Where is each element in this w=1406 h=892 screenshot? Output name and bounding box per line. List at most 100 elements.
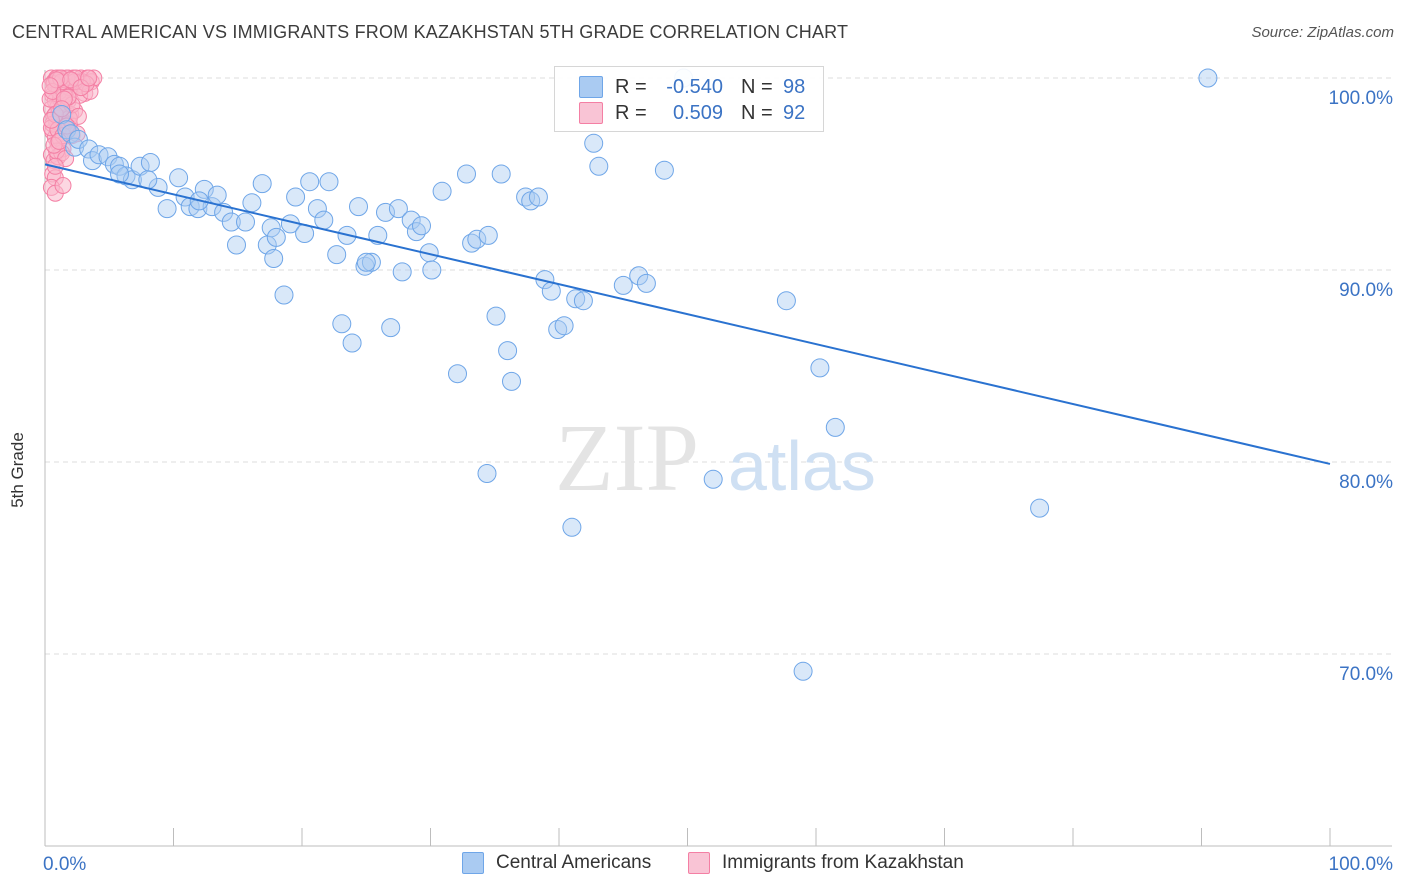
data-point-central-americans <box>432 181 452 201</box>
series-kazakhstan <box>41 69 103 202</box>
data-point-central-americans <box>1198 68 1218 88</box>
stats-legend: R = -0.540 N = 98 R = 0.509 N = 92 <box>554 66 824 132</box>
watermark-zip: ZIP <box>555 404 699 511</box>
data-point-central-americans <box>793 661 813 681</box>
data-point-central-americans <box>636 273 656 293</box>
data-point-central-americans <box>327 245 347 265</box>
legend-item-central-americans[interactable]: Central Americans <box>462 852 651 874</box>
data-point-central-americans <box>356 252 376 272</box>
legend-r-label: R = <box>615 75 647 98</box>
data-point-central-americans <box>266 227 286 247</box>
y-tick-label: 100.0% <box>1329 88 1394 109</box>
legend-n-label: N = <box>741 75 773 98</box>
data-point-central-americans <box>703 469 723 489</box>
legend-swatch-pink <box>579 102 603 124</box>
data-point-central-americans <box>548 320 568 339</box>
data-point-central-americans <box>584 133 604 153</box>
data-point-central-americans <box>467 229 487 249</box>
data-point-central-americans <box>319 172 339 192</box>
data-point-central-americans <box>478 225 498 245</box>
data-point-kazakhstan <box>42 111 60 129</box>
legend-n-value: 92 <box>783 101 806 124</box>
legend-swatch-blue <box>462 852 484 874</box>
data-point-central-americans <box>422 260 442 280</box>
data-point-central-americans <box>261 218 281 238</box>
data-point-central-americans <box>448 364 467 384</box>
y-tick-label: 70.0% <box>1339 664 1393 685</box>
chart-title: CENTRAL AMERICAN VS IMMIGRANTS FROM KAZA… <box>12 22 849 42</box>
legend-row-central-americans: R = -0.540 N = 98 <box>579 74 805 100</box>
legend-item-kazakhstan[interactable]: Immigrants from Kazakhstan <box>688 852 964 874</box>
x-tick-label: 100.0% <box>1329 854 1394 875</box>
data-point-central-americans <box>562 517 582 537</box>
data-point-central-americans <box>392 262 412 282</box>
legend-row-kazakhstan: R = 0.509 N = 92 <box>579 100 805 126</box>
watermark: ZIP atlas <box>555 404 876 511</box>
legend-r-label: R = <box>615 101 647 124</box>
legend-item-label: Central Americans <box>496 852 652 873</box>
x-tick-label: 0.0% <box>43 854 86 875</box>
data-point-central-americans <box>589 156 609 176</box>
data-point-central-americans <box>629 266 649 286</box>
data-point-central-americans <box>169 168 189 188</box>
data-point-central-americans <box>110 164 129 184</box>
data-point-central-americans <box>566 289 586 309</box>
legend-swatch-pink <box>688 852 710 874</box>
data-point-central-americans <box>1030 498 1050 518</box>
data-point-central-americans <box>491 164 511 184</box>
data-point-central-americans <box>412 216 431 236</box>
legend-r-value: -0.540 <box>666 75 723 98</box>
data-point-kazakhstan <box>41 77 59 95</box>
data-point-central-americans <box>52 105 72 124</box>
data-point-central-americans <box>236 212 255 232</box>
data-point-central-americans <box>776 291 796 311</box>
data-point-central-americans <box>207 185 227 205</box>
data-point-central-americans <box>68 129 88 149</box>
data-point-central-americans <box>573 291 593 311</box>
data-point-central-americans <box>654 160 674 180</box>
data-point-central-americans <box>457 164 476 184</box>
legend-swatch-blue <box>579 76 603 98</box>
data-point-central-americans <box>406 222 426 242</box>
data-point-central-americans <box>613 275 633 295</box>
data-point-central-americans <box>314 210 334 230</box>
data-point-central-americans <box>462 233 482 253</box>
legend-n-value: 98 <box>783 75 806 98</box>
data-point-central-americans <box>401 210 421 230</box>
data-point-central-americans <box>110 156 129 176</box>
data-point-central-americans <box>361 252 381 272</box>
data-point-central-americans <box>252 174 272 194</box>
series-legend: Central Americans Immigrants from Kazakh… <box>0 852 1406 878</box>
data-point-central-americans <box>194 179 214 199</box>
data-point-central-americans <box>498 341 518 361</box>
data-point-central-americans <box>79 139 99 159</box>
axes <box>44 70 1392 847</box>
data-point-kazakhstan <box>53 100 71 118</box>
watermark-atlas: atlas <box>728 427 876 505</box>
data-point-central-americans <box>381 318 401 338</box>
gridlines <box>45 77 1392 655</box>
source-label: Source: ZipAtlas.com <box>1251 24 1394 41</box>
series-central-americans <box>52 68 1218 681</box>
data-point-central-americans <box>286 187 306 207</box>
tick-labels: 100.0% 90.0% 80.0% 70.0% 0.0% 100.0% <box>43 88 1393 875</box>
data-point-central-americans <box>227 235 246 255</box>
data-point-kazakhstan <box>80 69 98 87</box>
trend-line-central-americans <box>44 163 1331 465</box>
data-point-central-americans <box>486 306 506 326</box>
y-tick-label: 80.0% <box>1339 472 1393 493</box>
data-point-central-americans <box>332 314 352 334</box>
legend-r-value: 0.509 <box>672 101 723 124</box>
y-tick-label: 90.0% <box>1339 280 1393 301</box>
data-point-central-americans <box>810 358 830 378</box>
data-point-central-americans <box>274 285 294 305</box>
trend-lines <box>44 163 1331 465</box>
legend-n-label: N = <box>741 101 773 124</box>
data-point-central-americans <box>554 316 574 336</box>
data-point-central-americans <box>477 464 497 483</box>
data-point-central-americans <box>242 193 262 213</box>
data-point-central-americans <box>300 172 320 192</box>
data-point-central-americans <box>376 202 395 222</box>
data-point-central-americans <box>221 212 241 232</box>
